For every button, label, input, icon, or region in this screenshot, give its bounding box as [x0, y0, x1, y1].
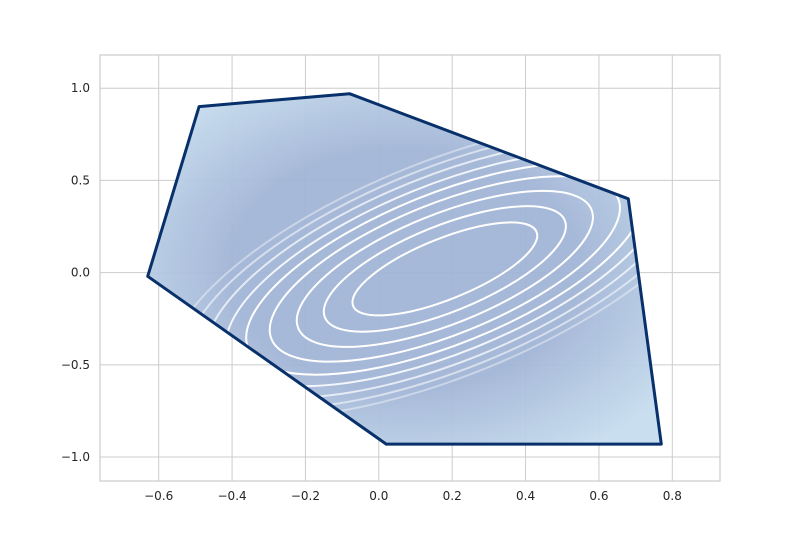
contour-line — [295, 189, 594, 348]
y-tick-label: −1.0 — [61, 450, 90, 464]
tick-labels: −0.6 −0.4 −0.2 0.0 0.2 0.4 0.6 0.8 1.0 0.5 0.0 −0.5… — [61, 81, 682, 503]
x-tick-label: −0.4 — [218, 489, 247, 503]
x-tick-label: 0.4 — [516, 489, 535, 503]
y-tick-label: 1.0 — [71, 81, 90, 95]
contour-line — [322, 205, 567, 333]
x-tick-label: 0.0 — [369, 489, 388, 503]
y-tick-label: −0.5 — [61, 358, 90, 372]
y-tick-label: 0.5 — [71, 173, 90, 187]
region-fill — [147, 93, 662, 445]
x-tick-label: 0.2 — [443, 489, 462, 503]
x-tick-label: −0.6 — [144, 489, 173, 503]
contour-line — [268, 175, 621, 363]
x-tick-label: 0.8 — [663, 489, 682, 503]
contour-line — [351, 221, 539, 317]
x-tick-label: 0.6 — [589, 489, 608, 503]
x-tick-label: −0.2 — [291, 489, 320, 503]
region-boundary — [146, 92, 663, 446]
y-tick-label: 0.0 — [71, 266, 90, 280]
